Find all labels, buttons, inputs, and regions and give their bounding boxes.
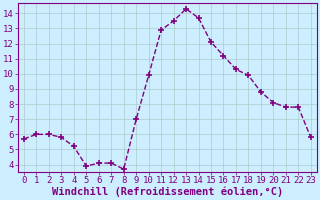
X-axis label: Windchill (Refroidissement éolien,°C): Windchill (Refroidissement éolien,°C): [52, 187, 283, 197]
